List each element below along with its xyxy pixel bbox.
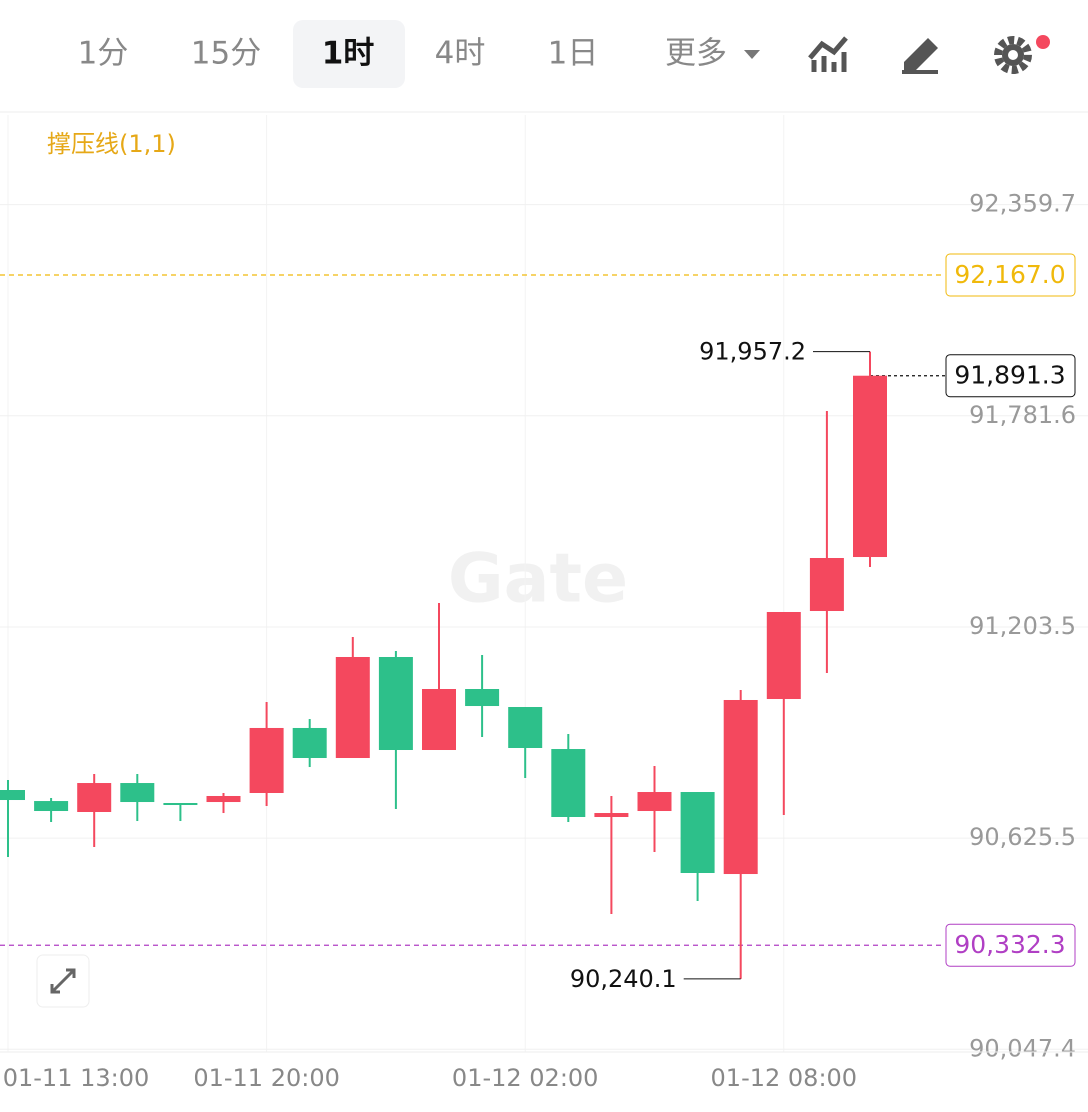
price-label: 91,891.3 <box>954 361 1065 390</box>
candle-body <box>422 688 456 751</box>
dropdown-arrow[interactable] <box>744 50 760 59</box>
candle-body <box>292 727 327 759</box>
price-tag <box>945 354 1076 398</box>
active-tab-bg <box>293 20 405 88</box>
expand-button[interactable] <box>36 954 90 1008</box>
candle-body <box>723 699 758 875</box>
candle-body <box>766 611 801 700</box>
candle-body <box>594 813 629 818</box>
tab[interactable]: 1分 <box>78 36 129 72</box>
candle-body <box>378 656 413 751</box>
candle-body <box>465 688 500 707</box>
price-label: 90,332.3 <box>954 930 1065 959</box>
price-tag <box>945 923 1076 967</box>
indicator-label: 撑压线(1,1) <box>47 130 176 158</box>
candle-body <box>551 749 586 818</box>
candle-body <box>206 795 241 803</box>
candle-body <box>120 783 155 803</box>
plot: 90,047.4 90,625.5 91,203.5 91,781.6 92,359.7… <box>0 115 1088 1092</box>
settings-icon[interactable] <box>994 35 1050 74</box>
tab[interactable]: 1日 <box>548 36 599 72</box>
y-tick-label: 90,625.5 <box>969 823 1076 851</box>
candle-body <box>77 783 112 812</box>
x-tick-label: 01-11 20:00 <box>193 1064 340 1092</box>
tab[interactable]: 1时 <box>322 36 375 72</box>
annotation-label: 91,957.2 <box>699 338 806 366</box>
indicator-icon[interactable] <box>808 36 848 72</box>
y-tick-label: 91,781.6 <box>969 401 1076 429</box>
x-tick-label: 01-11 13:00 <box>3 1064 150 1092</box>
candle-body <box>637 792 672 812</box>
toolbar: 1分 15分 1时 4时 1日 更多 <box>78 36 727 72</box>
candle-body <box>0 790 25 801</box>
candle-body <box>853 375 887 558</box>
candle-body <box>680 792 715 874</box>
price-tag <box>945 253 1076 297</box>
watermark: Gate <box>448 540 628 619</box>
candle-body <box>249 727 284 794</box>
candle-body <box>809 558 844 612</box>
candle-body <box>163 803 198 806</box>
candle-body <box>508 707 543 748</box>
x-tick-label: 01-12 08:00 <box>711 1064 858 1092</box>
tab[interactable]: 15分 <box>191 36 261 72</box>
tab[interactable]: 更多 <box>665 36 727 72</box>
price-label: 92,167.0 <box>954 260 1065 289</box>
y-tick-label: 90,047.4 <box>969 1034 1076 1062</box>
draw-icon[interactable] <box>902 38 938 74</box>
annotation-label: 90,240.1 <box>570 965 677 993</box>
candle-body <box>34 801 69 812</box>
x-tick-label: 01-12 02:00 <box>452 1064 599 1092</box>
candle-body <box>335 656 370 759</box>
y-tick-label: 91,203.5 <box>969 612 1076 640</box>
tab[interactable]: 4时 <box>435 36 486 72</box>
y-tick-label: 92,359.7 <box>969 190 1076 218</box>
